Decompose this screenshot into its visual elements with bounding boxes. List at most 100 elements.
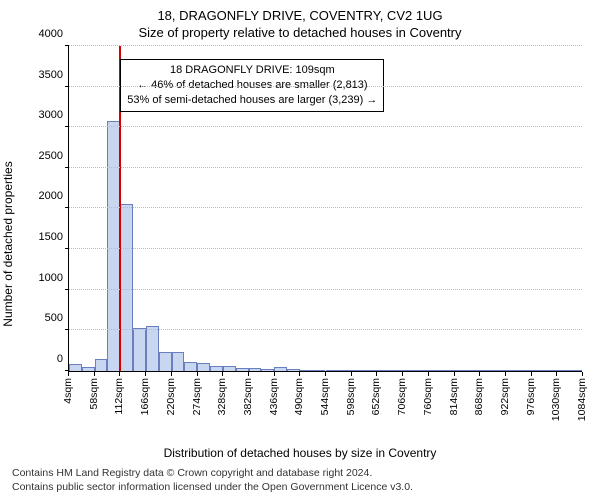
x-tick-mark [68,372,69,376]
x-ticks-layer: 4sqm58sqm112sqm166sqm220sqm274sqm328sqm3… [68,372,582,442]
gridline-h [69,248,582,249]
y-tick-mark [65,289,69,290]
histogram-bar [236,368,249,370]
x-tick-label: 382sqm [242,378,254,415]
footer-line: Contains public sector information licen… [12,480,588,494]
histogram-bar [287,369,300,370]
histogram-bar [467,370,480,371]
x-tick-label: 112sqm [113,378,125,415]
histogram-bar [415,370,428,371]
y-tick-mark [65,126,69,127]
histogram-bar [556,370,569,371]
gridline-h [69,86,582,87]
x-tick-label: 868sqm [473,378,485,415]
y-tick-label: 3000 [39,109,69,121]
annotation-line: 53% of semi-detached houses are larger (… [127,93,377,108]
gridline-h [69,289,582,290]
histogram-bar [402,370,415,371]
histogram-bar [133,328,146,371]
histogram-bar [338,370,351,371]
histogram-bar [544,370,557,371]
footer-attribution: Contains HM Land Registry data © Crown c… [12,466,588,494]
gridline-h [69,167,582,168]
y-tick-mark [65,248,69,249]
histogram-bar [274,367,287,370]
histogram-bar [505,370,518,371]
address-title: 18, DRAGONFLY DRIVE, COVENTRY, CV2 1UG [12,8,588,23]
x-tick-label: 436sqm [268,378,280,415]
x-tick-label: 652sqm [370,378,382,415]
x-tick-label: 58sqm [88,378,100,410]
histogram-bar [428,370,441,371]
y-tick-label: 2500 [39,150,69,162]
chart-subtitle: Size of property relative to detached ho… [12,25,588,40]
gridline-h [69,207,582,208]
histogram-bar [69,364,82,370]
histogram-bar [210,366,223,371]
histogram-bar [249,368,262,371]
x-tick-mark [248,372,249,376]
y-tick-label: 1500 [39,231,69,243]
x-axis-label: Distribution of detached houses by size … [12,446,588,460]
page-root: 18, DRAGONFLY DRIVE, COVENTRY, CV2 1UG S… [0,0,600,500]
plot-outer: 18 DRAGONFLY DRIVE: 109sqm ← 46% of deta… [68,46,582,372]
x-tick-mark [299,372,300,376]
x-tick-mark [351,372,352,376]
histogram-bar [479,370,492,371]
annotation-line: 18 DRAGONFLY DRIVE: 109sqm [127,63,377,78]
x-tick-label: 760sqm [422,378,434,415]
y-tick-mark [65,86,69,87]
chart-area: Number of detached properties 18 DRAGONF… [12,46,588,442]
x-tick-mark [479,372,480,376]
histogram-bar [492,370,505,371]
histogram-bar [390,370,403,371]
x-tick-label: 814sqm [448,378,460,415]
histogram-bar [197,363,210,370]
histogram-bar [184,362,197,371]
x-tick-mark [145,372,146,376]
histogram-bar [261,369,274,371]
histogram-bar [82,367,95,371]
x-tick-mark [94,372,95,376]
x-tick-label: 706sqm [396,378,408,415]
x-tick-mark [325,372,326,376]
histogram-bar [120,204,133,370]
y-tick-mark [65,167,69,168]
y-tick-label: 0 [57,353,69,365]
y-tick-label: 500 [45,312,69,324]
y-tick-mark [65,370,69,371]
x-tick-mark [556,372,557,376]
histogram-bar [159,352,172,371]
x-tick-mark [171,372,172,376]
x-tick-label: 1084sqm [576,378,588,421]
x-tick-label: 976sqm [525,378,537,415]
histogram-bar [377,370,390,371]
x-tick-mark [582,372,583,376]
histogram-bar [313,370,326,371]
histogram-bar [146,326,159,371]
chart-titles: 18, DRAGONFLY DRIVE, COVENTRY, CV2 1UG S… [12,8,588,40]
histogram-bar [531,370,544,371]
histogram-bar [441,370,454,371]
x-tick-label: 166sqm [139,378,151,415]
y-tick-label: 2000 [39,190,69,202]
x-tick-label: 328sqm [216,378,228,415]
y-tick-mark [65,207,69,208]
x-tick-mark [222,372,223,376]
y-axis-label: Number of detached properties [1,161,15,326]
x-tick-label: 274sqm [191,378,203,415]
y-tick-label: 3500 [39,69,69,81]
histogram-bar [364,370,377,371]
x-tick-mark [428,372,429,376]
histogram-bar [351,370,364,371]
histogram-bar [569,370,582,371]
x-tick-label: 220sqm [165,378,177,415]
histogram-bar [454,370,467,371]
histogram-bar [300,370,313,371]
x-tick-mark [531,372,532,376]
y-tick-mark [65,45,69,46]
x-tick-mark [274,372,275,376]
histogram-bar [172,352,185,371]
y-tick-mark [65,329,69,330]
x-tick-mark [454,372,455,376]
